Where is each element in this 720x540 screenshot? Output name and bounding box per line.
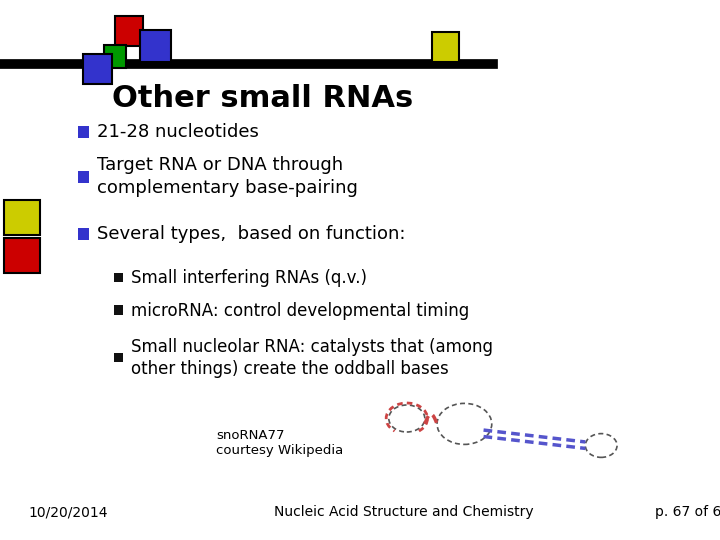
Text: Several types,  based on function:: Several types, based on function: (97, 225, 405, 244)
Text: Other small RNAs: Other small RNAs (112, 84, 413, 113)
Text: Small interfering RNAs (q.v.): Small interfering RNAs (q.v.) (131, 269, 367, 287)
Circle shape (389, 405, 425, 432)
FancyBboxPatch shape (432, 32, 459, 62)
FancyBboxPatch shape (4, 200, 40, 235)
Circle shape (585, 434, 617, 457)
FancyBboxPatch shape (114, 273, 123, 282)
FancyBboxPatch shape (140, 30, 171, 62)
Text: Small nucleolar RNA: catalysts that (among
other things) create the oddball base: Small nucleolar RNA: catalysts that (amo… (131, 338, 493, 379)
FancyBboxPatch shape (78, 171, 89, 183)
Text: 21-28 nucleotides: 21-28 nucleotides (97, 123, 259, 141)
FancyBboxPatch shape (115, 16, 143, 46)
FancyBboxPatch shape (114, 305, 123, 315)
Text: snoRNA77
courtesy Wikipedia: snoRNA77 courtesy Wikipedia (216, 429, 343, 457)
FancyBboxPatch shape (114, 353, 123, 362)
FancyBboxPatch shape (83, 54, 112, 84)
Text: Nucleic Acid Structure and Chemistry: Nucleic Acid Structure and Chemistry (274, 505, 534, 519)
FancyBboxPatch shape (104, 45, 126, 68)
FancyBboxPatch shape (4, 238, 40, 273)
Text: p. 67 of 68: p. 67 of 68 (655, 505, 720, 519)
FancyBboxPatch shape (78, 228, 89, 240)
Text: microRNA: control developmental timing: microRNA: control developmental timing (131, 301, 469, 320)
Text: 10/20/2014: 10/20/2014 (29, 505, 108, 519)
FancyBboxPatch shape (78, 126, 89, 138)
Text: Target RNA or DNA through
complementary base-pairing: Target RNA or DNA through complementary … (97, 156, 358, 198)
Circle shape (437, 403, 492, 444)
